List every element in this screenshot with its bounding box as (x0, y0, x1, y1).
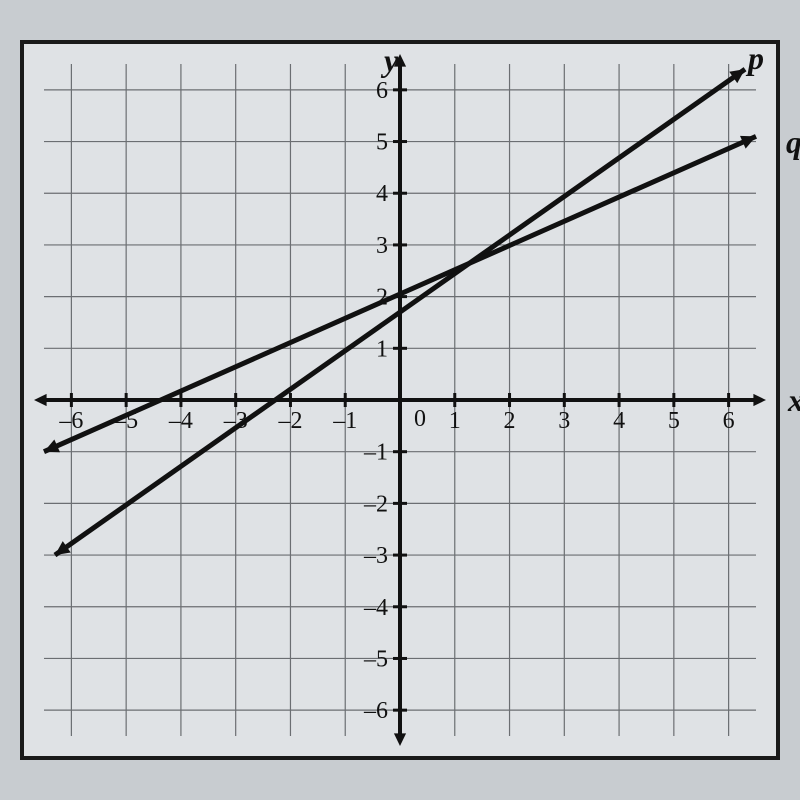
x-axis-label: x (788, 382, 800, 419)
line-q-label: q (786, 124, 800, 161)
graph-frame: –6–5–4–3–2–1123456–6–5–4–3–2–11234560 y … (20, 40, 780, 760)
svg-text:–3: –3 (363, 543, 388, 569)
svg-text:5: 5 (376, 130, 388, 156)
svg-text:4: 4 (376, 181, 388, 207)
svg-text:4: 4 (613, 408, 625, 434)
svg-text:6: 6 (723, 408, 735, 434)
svg-text:–2: –2 (277, 408, 302, 434)
svg-text:2: 2 (504, 408, 516, 434)
coordinate-plane: –6–5–4–3–2–1123456–6–5–4–3–2–11234560 (24, 44, 776, 756)
svg-text:–6: –6 (58, 408, 83, 434)
svg-text:3: 3 (376, 233, 388, 259)
y-axis-label: y (384, 42, 398, 79)
svg-text:1: 1 (449, 408, 461, 434)
svg-text:1: 1 (376, 336, 388, 362)
svg-text:5: 5 (668, 408, 680, 434)
svg-text:–4: –4 (363, 595, 388, 621)
svg-text:–1: –1 (332, 408, 357, 434)
svg-text:–1: –1 (363, 440, 388, 466)
svg-text:–4: –4 (168, 408, 193, 434)
svg-text:3: 3 (558, 408, 570, 434)
svg-text:–6: –6 (363, 698, 388, 724)
svg-text:6: 6 (376, 78, 388, 104)
svg-text:–5: –5 (363, 646, 388, 672)
svg-text:0: 0 (414, 406, 426, 432)
line-p-label: p (748, 40, 764, 77)
svg-text:–2: –2 (363, 491, 388, 517)
